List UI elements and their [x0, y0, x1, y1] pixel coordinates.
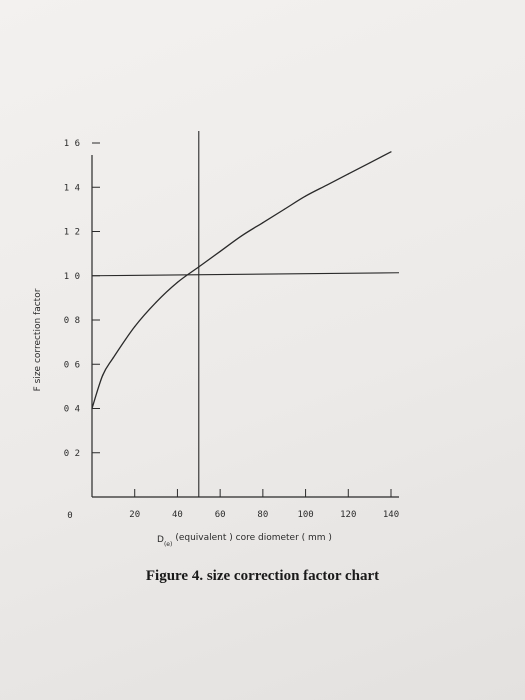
x-tick-label: 40	[172, 510, 183, 520]
y-tick-label: 1 0	[64, 272, 80, 282]
data-point	[262, 222, 264, 224]
figure-caption: Figure 4. size correction factor chart	[145, 568, 380, 584]
y-tick-label: 1 4	[64, 183, 80, 193]
y-axis-title: F size correction factor	[33, 288, 43, 391]
data-point	[102, 374, 104, 376]
data-point	[283, 208, 285, 210]
y-tick-label: 1 2	[64, 228, 80, 238]
y-tick-label: 0 4	[64, 405, 80, 415]
chart-ticks	[92, 142, 392, 497]
data-point	[198, 266, 200, 268]
data-point	[219, 250, 221, 253]
data-point	[134, 326, 136, 328]
x-tick-label: 20	[129, 510, 140, 520]
x-axis-title: D(e)(equivalent ) core diometer ( mm )	[157, 533, 332, 548]
chart-labels: 0 2 0 4 0 6 0 8 1 0 1 2 1 4 1 6 0 20 40 60 80 100 120 1…	[33, 139, 399, 548]
data-point	[240, 235, 243, 237]
data-point	[369, 162, 371, 164]
data-point	[326, 184, 328, 186]
reference-lines	[91, 131, 400, 497]
data-point	[91, 407, 93, 410]
x-tick-label: 120	[340, 510, 356, 520]
data-point	[390, 151, 392, 153]
y-tick-label: 1 6	[64, 139, 80, 149]
origin-label: 0	[67, 511, 72, 521]
y-tick-label: 0 8	[64, 316, 80, 326]
data-point	[112, 357, 114, 359]
y-tick-label: 0 2	[64, 449, 80, 459]
data-point	[155, 301, 157, 303]
data-point	[347, 173, 349, 175]
data-point	[176, 281, 179, 283]
data-point	[304, 195, 307, 197]
correction-factor-curve	[91, 151, 392, 409]
x-tick-label: 60	[215, 510, 226, 520]
y-tick-label: 0 6	[64, 360, 80, 370]
chart-axes	[91, 155, 399, 498]
x-tick-label: 80	[257, 510, 268, 520]
horizontal-reference-line	[91, 272, 400, 277]
x-tick-label: 140	[383, 510, 399, 520]
chart-series	[91, 151, 392, 410]
x-tick-label: 100	[297, 510, 313, 520]
